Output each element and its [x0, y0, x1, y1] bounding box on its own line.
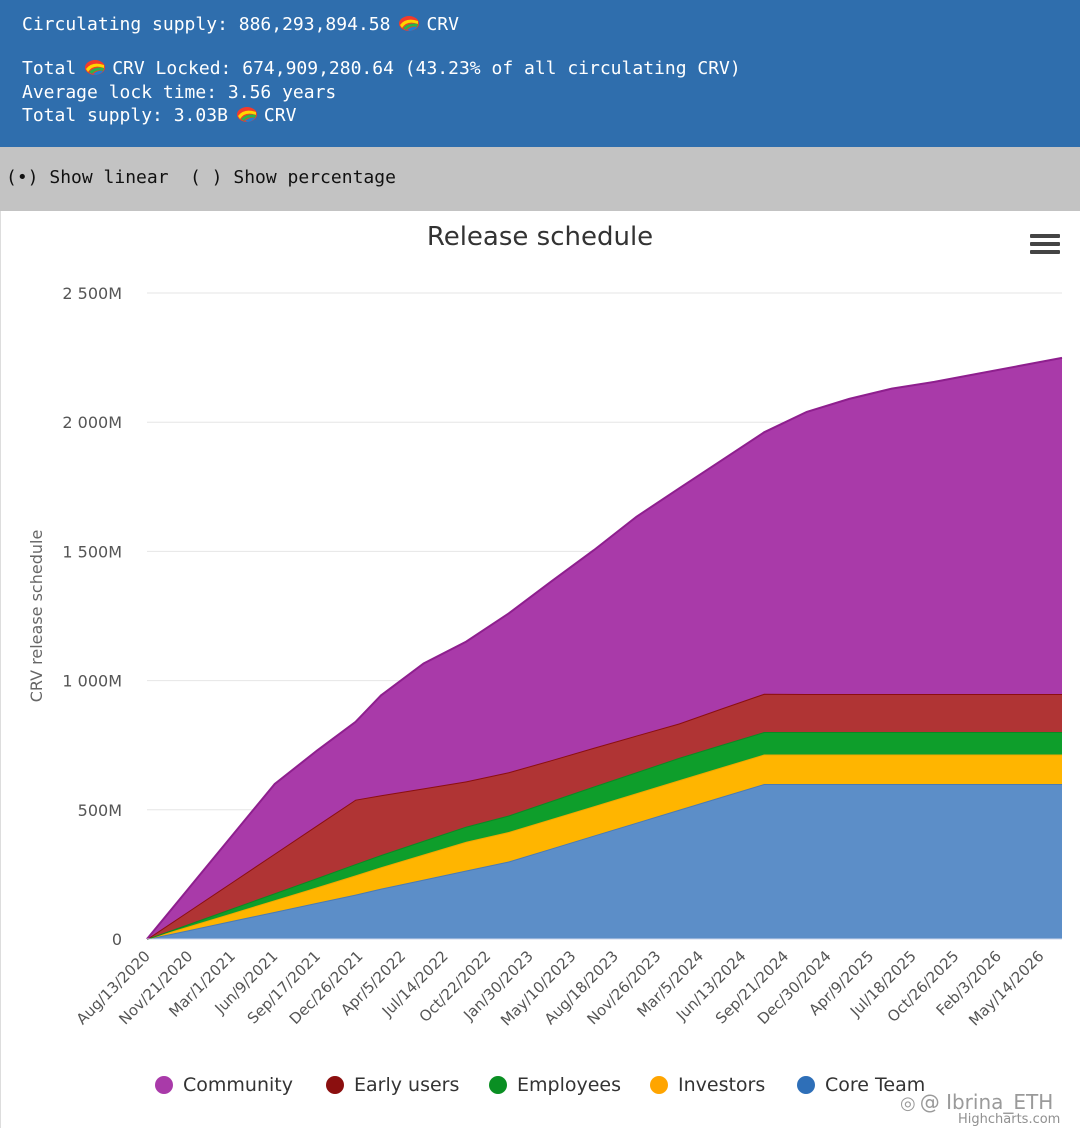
- legend-item-core-team[interactable]: Core Team: [797, 1074, 925, 1104]
- linear-label[interactable]: Show linear: [49, 167, 169, 188]
- y-tick-label: 0: [112, 930, 122, 949]
- community-dot-icon: [155, 1076, 173, 1094]
- legend-item-community[interactable]: Community: [155, 1074, 293, 1104]
- token-label: CRV: [263, 105, 297, 126]
- watermark-text: @ Ibrina_ETH: [919, 1090, 1054, 1114]
- total-supply: Total supply: 3.03B CRV: [22, 105, 296, 126]
- y-tick-label: 1 500M: [62, 542, 122, 561]
- total-supply-text: Total supply: 3.03B: [22, 105, 228, 126]
- weibo-icon: ◎: [900, 1093, 916, 1114]
- line-community: [146, 356, 1063, 940]
- employees-dot-icon: [489, 1076, 507, 1094]
- show-linear-option[interactable]: (•) Show linear: [6, 167, 169, 188]
- area-core-team: [147, 784, 1062, 939]
- watermark: ◎ @ Ibrina_ETH: [900, 1090, 1053, 1114]
- x-tick-label: Aug/13/2020: [73, 947, 154, 1028]
- percentage-label[interactable]: Show percentage: [233, 167, 396, 188]
- y-tick-label: 1 000M: [62, 672, 122, 691]
- legend-item-employees[interactable]: Employees: [489, 1074, 621, 1104]
- legend-label: Community: [183, 1074, 293, 1096]
- y-tick-label: 2 500M: [62, 284, 122, 303]
- x-tick-label: May/14/2026: [965, 947, 1047, 1029]
- chart-menu-button[interactable]: [1030, 234, 1060, 258]
- y-axis-title: CRV release schedule: [27, 530, 46, 703]
- y-tick-label: 500M: [78, 801, 122, 820]
- x-tick-label: Aug/18/2023: [541, 947, 622, 1028]
- show-percentage-option[interactable]: ( ) Show percentage: [190, 167, 396, 188]
- x-tick-label: Nov/26/2023: [583, 947, 664, 1028]
- area-employees: [147, 732, 1062, 939]
- area-community: [147, 357, 1062, 939]
- crv-logo-icon: [399, 16, 420, 31]
- circulating-supply: Circulating supply: 886,293,894.58 CRV: [22, 14, 459, 35]
- chart-title: Release schedule: [426, 222, 654, 252]
- y-tick-label: 2 000M: [62, 413, 122, 432]
- legend-item-investors[interactable]: Investors: [650, 1074, 765, 1104]
- area-early-users: [147, 693, 1062, 939]
- crv-logo-icon: [236, 107, 257, 122]
- legend-item-early-users[interactable]: Early users: [326, 1074, 459, 1104]
- investors-dot-icon: [650, 1076, 668, 1094]
- hamburger-icon: [1030, 234, 1060, 238]
- total-locked: Total CRV Locked: 674,909,280.64 (43.23% …: [22, 58, 741, 79]
- legend-label: Early users: [354, 1074, 460, 1096]
- highcharts-credits-link[interactable]: Highcharts.com: [958, 1112, 1061, 1127]
- legend-label: Core Team: [825, 1074, 926, 1096]
- average-lock-time: Average lock time: 3.56 years: [22, 82, 337, 103]
- legend-label: Employees: [517, 1074, 621, 1096]
- circulating-supply-text: Circulating supply: 886,293,894.58: [22, 14, 391, 35]
- token-label: CRV: [426, 14, 459, 35]
- hamburger-icon-bar: [1030, 250, 1060, 254]
- locked-text: CRV Locked: 674,909,280.64 (43.23% of al…: [112, 58, 741, 79]
- early-users-dot-icon: [326, 1076, 344, 1094]
- display-options-bar: (•) Show linear ( ) Show percentage: [0, 147, 1080, 211]
- crv-logo-icon: [85, 60, 106, 75]
- linear-radio-button[interactable]: (•): [6, 167, 39, 188]
- core-team-dot-icon: [797, 1076, 815, 1094]
- x-tick-label: Nov/21/2020: [115, 947, 196, 1028]
- hamburger-icon-bar: [1030, 242, 1060, 246]
- locked-prefix: Total: [22, 58, 77, 79]
- legend-label: Investors: [678, 1074, 766, 1096]
- area-investors: [147, 754, 1062, 939]
- info-panel: Circulating supply: 886,293,894.58 CRV To…: [0, 0, 1080, 147]
- percentage-radio-button[interactable]: ( ): [190, 167, 223, 188]
